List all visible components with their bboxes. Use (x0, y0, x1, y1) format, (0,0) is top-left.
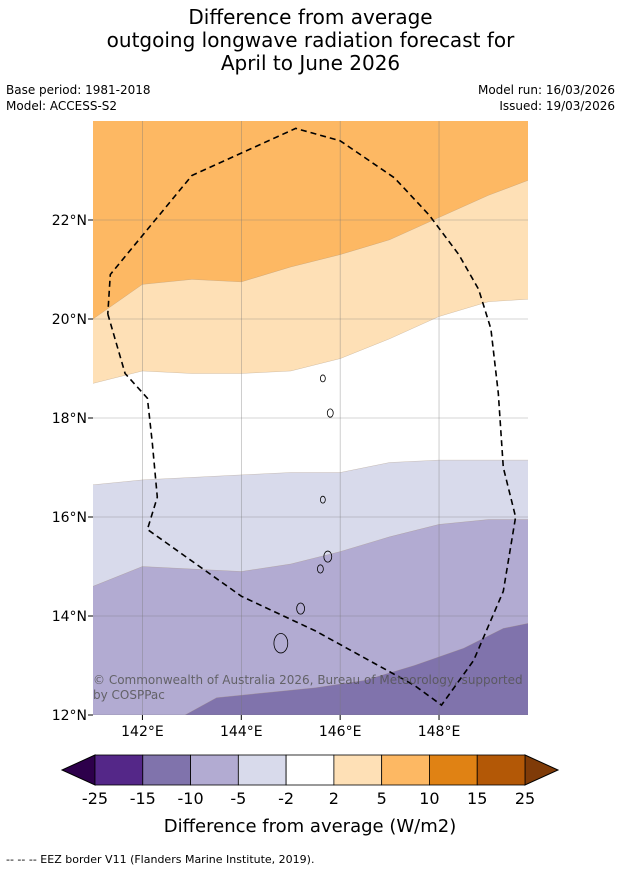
title-line-2: outgoing longwave radiation forecast for (106, 28, 515, 52)
island-0 (273, 633, 289, 654)
band-edge (93, 459, 528, 485)
colorbar-segment-4 (285, 754, 335, 786)
island-1 (296, 602, 305, 615)
colorbar-tick-0: -25 (82, 789, 108, 808)
colorbar-segment-5 (333, 754, 383, 786)
colorbar-segment-6 (381, 754, 430, 786)
copyright-text: © Commonwealth of Australia 2026, Bureau… (93, 673, 523, 702)
island-5 (326, 408, 334, 418)
meta-left: Base period: 1981-2018 Model: ACCESS-S2 (6, 82, 151, 114)
y-tick-label-0: 12°N (52, 708, 87, 724)
y-tick-label-1: 14°N (52, 609, 87, 625)
colorbar-tick-1: -15 (130, 789, 156, 808)
meta-right: Model run: 16/03/2026 Issued: 19/03/2026 (478, 82, 615, 114)
issued-date: Issued: 19/03/2026 (499, 99, 615, 113)
copyright-line-0: © Commonwealth of Australia 2026, Bureau… (93, 673, 523, 687)
island-2 (317, 564, 324, 574)
x-tick-label-3: 148°E (418, 724, 461, 740)
colorbar-tick-4: -2 (278, 789, 294, 808)
band--15_to_-10 (185, 623, 528, 715)
colorbar-segment-1 (142, 754, 191, 786)
band-edge (93, 180, 528, 320)
colorbar-over-arrow (524, 754, 560, 786)
island-4 (319, 495, 326, 504)
title-line-1: Difference from average (188, 5, 433, 29)
colorbar-tick-7: 10 (419, 789, 439, 808)
island-6 (319, 374, 326, 383)
colorbar-tick-2: -10 (177, 789, 203, 808)
x-tick-label-1: 144°E (220, 724, 263, 740)
x-tick-label-0: 142°E (121, 724, 164, 740)
colorbar-segment-8 (476, 754, 526, 786)
model-name: Model: ACCESS-S2 (6, 99, 118, 113)
band-edge (93, 299, 528, 384)
colorbar-under-arrow (60, 754, 96, 786)
colorbar-tick-9: 25 (515, 789, 535, 808)
band-edge (93, 519, 528, 587)
y-tick-label-3: 18°N (52, 411, 87, 427)
footnote: -- -- -- EEZ border V11 (Flanders Marine… (6, 853, 315, 866)
y-tick-label-2: 16°N (52, 510, 87, 526)
title-line-3: April to June 2026 (220, 51, 401, 75)
y-tick-label-5: 22°N (52, 213, 87, 229)
x-tick-label-2: 146°E (319, 724, 362, 740)
island-3 (323, 550, 333, 563)
colorbar-tick-8: 15 (467, 789, 487, 808)
y-tick-label-4: 20°N (52, 312, 87, 328)
colorbar-segment-3 (237, 754, 287, 786)
eez-border (107, 127, 517, 707)
colorbar-segment-2 (190, 754, 239, 786)
colorbar-tick-3: -5 (230, 789, 246, 808)
colorbar-label: Difference from average (W/m2) (164, 816, 456, 837)
base-period: Base period: 1981-2018 (6, 83, 151, 97)
colorbar-tick-6: 5 (377, 789, 387, 808)
colorbar-segment-0 (94, 754, 144, 786)
colorbar-segment-7 (429, 754, 478, 786)
model-run: Model run: 16/03/2026 (477, 83, 615, 97)
colorbar-tick-5: 2 (329, 789, 339, 808)
chart-title: Difference from average outgoing longwav… (0, 6, 621, 75)
copyright-line-1: by COSPPac (93, 688, 165, 702)
